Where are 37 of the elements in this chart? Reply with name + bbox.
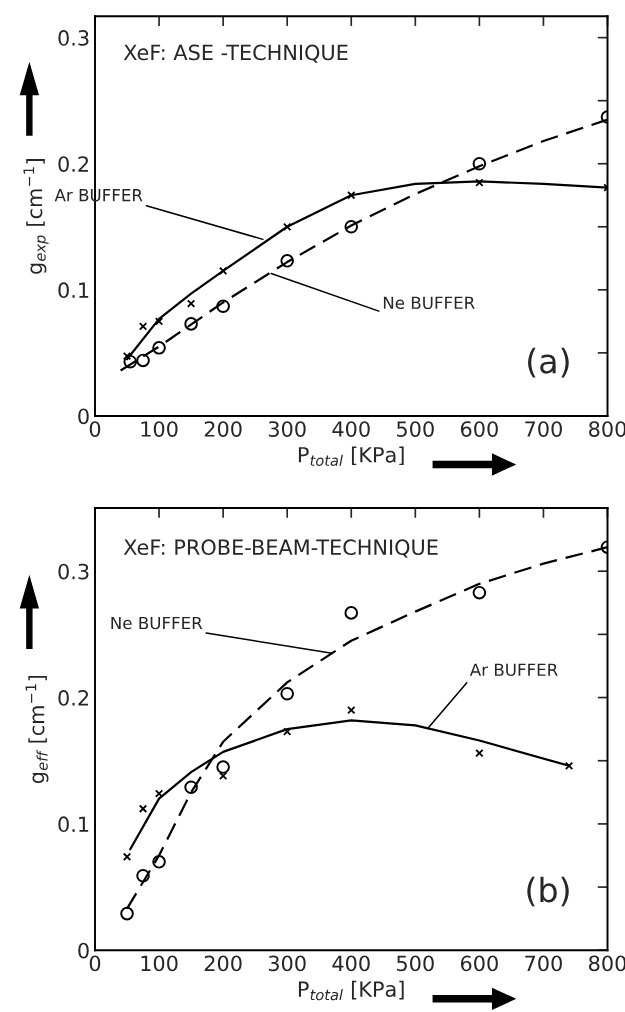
x-tick-label: 400: [332, 421, 370, 437]
x-tick-label: 300: [268, 955, 306, 972]
x-tick-label: 100: [141, 955, 178, 972]
x-tick-label: 200: [204, 955, 242, 972]
x-axis-title: P$_{total}$ [KPa]: [298, 446, 404, 466]
annotation: Ne BUFFER: [111, 616, 203, 630]
annotation: Ar BUFFER: [469, 663, 558, 677]
x-tick-label: 400: [332, 955, 370, 972]
y-tick-label: 0: [78, 942, 89, 959]
x-tick-label: 300: [268, 421, 306, 437]
x-tick-label: 500: [397, 421, 434, 437]
x-tick-label: 0: [89, 955, 101, 972]
x-tick-label: 100: [141, 421, 178, 437]
x-tick-label: 800: [589, 421, 625, 437]
x-tick-label: 700: [525, 955, 562, 972]
y-tick-label: 0.1: [58, 282, 89, 299]
y-tick-label: 0.2: [58, 690, 89, 706]
x-tick-label: 600: [460, 421, 498, 437]
annotation: Ne BUFFER: [383, 296, 475, 310]
y-tick-label: 0.3: [58, 30, 89, 46]
x-tick-label: 500: [397, 955, 434, 972]
text: XeF: ASE -TECHNIQUE: [123, 44, 348, 63]
x-tick-label: 700: [525, 421, 562, 437]
y-axis-title: g$_{eff}$ [cm$^{−1}$]: [25, 675, 49, 784]
x-tick-label: 200: [204, 421, 242, 437]
y-tick-label: 0.2: [58, 156, 89, 172]
x-tick-label: 0: [89, 421, 101, 437]
y-tick-label: 0.1: [58, 816, 89, 833]
y-tick-label: 0: [78, 408, 89, 425]
x-axis-title: P$_{total}$ [KPa]: [298, 980, 404, 1001]
annotation: (b): [527, 876, 569, 907]
x-tick-label: 800: [589, 955, 625, 972]
text: XeF: PROBE-BEAM-TECHNIQUE: [123, 539, 438, 558]
y-axis-title: g$_{exp}$ [cm$^{−1}$]: [23, 159, 49, 274]
y-tick-label: 0.3: [58, 563, 89, 580]
x-tick-label: 600: [460, 955, 498, 972]
annotation: (a): [528, 347, 569, 378]
